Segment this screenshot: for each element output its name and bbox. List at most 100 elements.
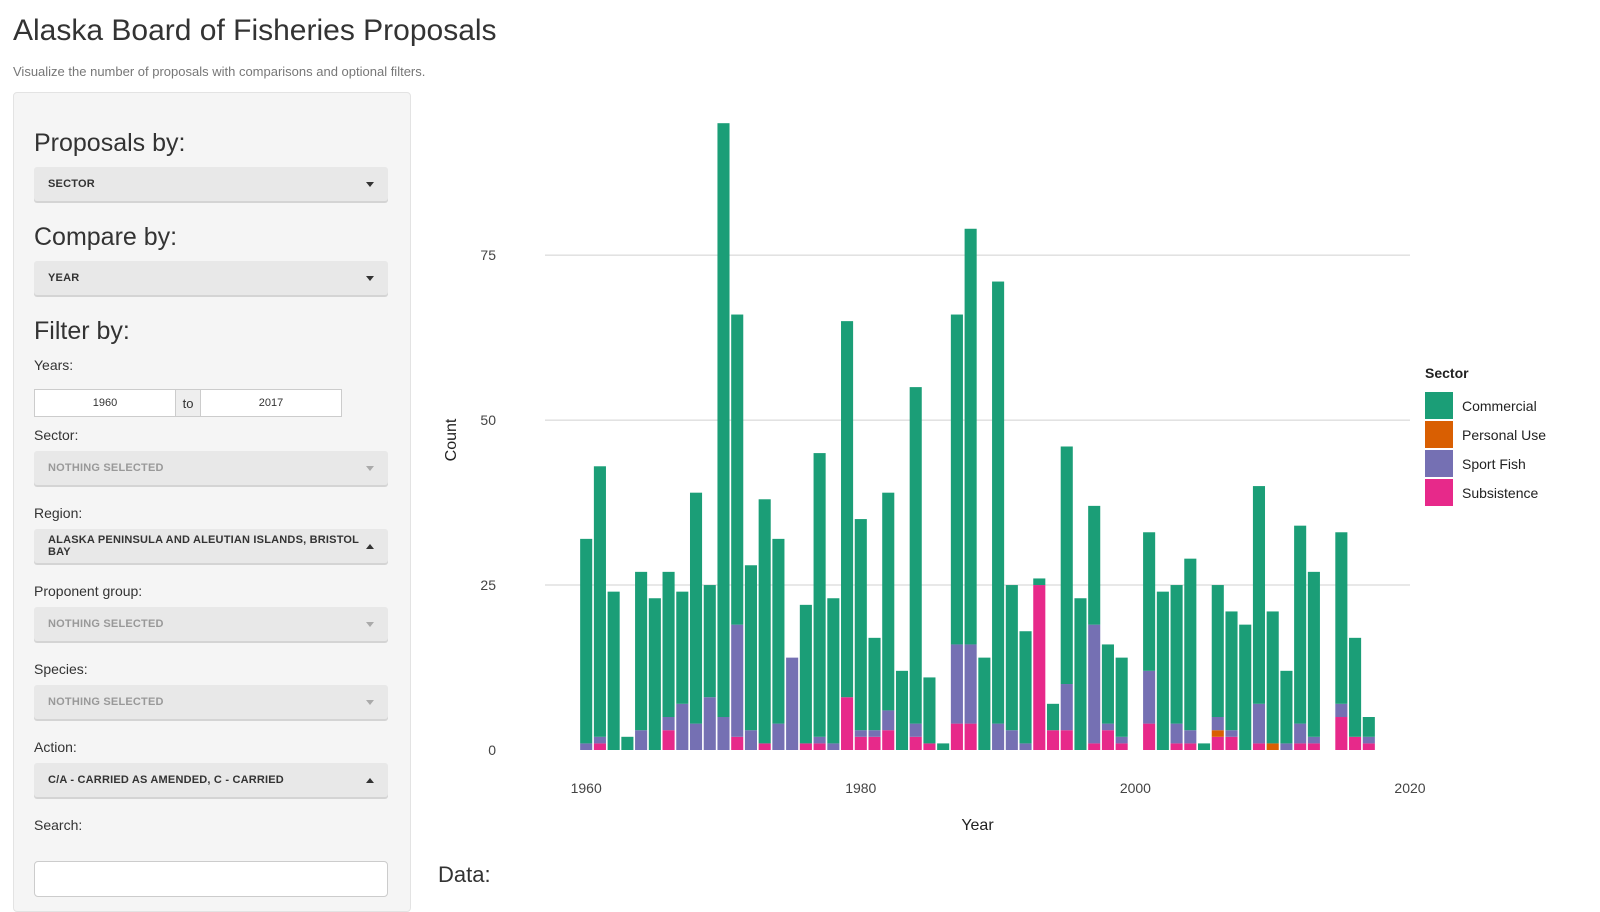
bar-segment-commercial — [964, 228, 977, 645]
bar-segment-commercial — [895, 670, 909, 750]
legend-swatch — [1425, 479, 1453, 506]
region-value: ALASKA PENINSULA AND ALEUTIAN ISLANDS, B… — [48, 534, 359, 558]
bar-segment-commercial — [799, 604, 812, 744]
bar-segment-commercial — [1033, 578, 1046, 586]
bar-segment-commercial — [1294, 525, 1307, 724]
bar-segment-commercial — [882, 492, 895, 711]
region-label: Region: — [34, 505, 83, 521]
sector-label: Sector: — [34, 427, 79, 443]
bar-segment-sport-fish — [827, 743, 840, 750]
bar-segment-commercial — [1349, 637, 1362, 737]
bar-segment-subsistence — [593, 743, 606, 750]
bar-segment-commercial — [703, 585, 716, 698]
bar-segment-subsistence — [923, 743, 936, 750]
bar-segment-sport-fish — [882, 710, 895, 731]
bar-segment-commercial — [854, 519, 867, 731]
legend-swatch — [1425, 421, 1453, 448]
sector-select[interactable]: NOTHING SELECTED — [34, 451, 388, 485]
x-tick-label: 2000 — [1120, 780, 1151, 796]
year-from-input[interactable]: 1960 — [34, 389, 176, 417]
action-select[interactable]: C/A - CARRIED AS AMENDED, C - CARRIED — [34, 763, 388, 797]
bar-segment-sport-fish — [1225, 730, 1238, 737]
bar-segment-commercial — [1198, 743, 1211, 750]
legend-label: Personal Use — [1462, 427, 1546, 443]
bar-segment-commercial — [731, 314, 744, 625]
bar-segment-subsistence — [868, 736, 881, 750]
search-input[interactable] — [34, 861, 388, 897]
bar-segment-commercial — [1074, 598, 1087, 750]
bar-segment-commercial — [648, 598, 661, 750]
x-axis-label: Year — [961, 817, 994, 834]
y-tick-label: 50 — [480, 412, 496, 428]
bar-segment-commercial — [758, 499, 771, 744]
sector-value: NOTHING SELECTED — [48, 462, 164, 474]
y-tick-label: 75 — [480, 247, 496, 263]
proposals-by-heading: Proposals by: — [34, 129, 186, 157]
year-to-input[interactable]: 2017 — [200, 389, 342, 417]
bar-segment-sport-fish — [1101, 723, 1114, 731]
bar-segment-subsistence — [813, 743, 826, 750]
bar-segment-commercial — [1060, 446, 1073, 685]
bar-segment-subsistence — [1088, 743, 1101, 750]
action-label: Action: — [34, 739, 77, 755]
proposals-by-select[interactable]: SECTOR — [34, 167, 388, 201]
bar-segment-personal-use — [1211, 730, 1224, 737]
bar-segment-sport-fish — [1060, 684, 1073, 731]
bar-segment-subsistence — [1060, 730, 1073, 750]
bar-segment-commercial — [950, 314, 963, 645]
bar-segment-subsistence — [1225, 736, 1238, 750]
bar-segment-subsistence — [1349, 736, 1362, 750]
search-label: Search: — [34, 817, 83, 833]
species-value: NOTHING SELECTED — [48, 696, 164, 708]
bar-segment-commercial — [662, 571, 675, 718]
bar-segment-sport-fish — [1362, 736, 1375, 744]
page-title: Alaska Board of Fisheries Proposals — [13, 14, 497, 47]
y-tick-label: 25 — [480, 577, 496, 593]
bar-segment-sport-fish — [950, 644, 963, 724]
bar-segment-personal-use — [1266, 743, 1279, 750]
proponent-group-select[interactable]: NOTHING SELECTED — [34, 607, 388, 641]
years-range: 1960 to 2017 — [34, 389, 342, 417]
bar-segment-subsistence — [841, 697, 854, 750]
bar-segment-subsistence — [1252, 743, 1266, 750]
bar-segment-commercial — [1156, 591, 1169, 750]
filter-by-heading: Filter by: — [34, 317, 130, 345]
chevron-down-icon — [366, 699, 374, 705]
bar-segment-commercial — [1170, 585, 1183, 724]
compare-by-select[interactable]: YEAR — [34, 261, 388, 295]
bar-segment-commercial — [841, 321, 854, 698]
bar-segment-sport-fish — [1184, 730, 1197, 744]
bar-segment-commercial — [1019, 631, 1032, 744]
bar-segment-commercial — [909, 387, 922, 724]
years-label: Years: — [34, 357, 74, 373]
region-select[interactable]: ALASKA PENINSULA AND ALEUTIAN ISLANDS, B… — [34, 529, 388, 563]
species-select[interactable]: NOTHING SELECTED — [34, 685, 388, 719]
bar-segment-sport-fish — [1170, 723, 1183, 744]
x-tick-label: 1980 — [845, 780, 876, 796]
bar-segment-subsistence — [1294, 743, 1307, 750]
legend-label: Sport Fish — [1462, 456, 1526, 472]
chevron-up-icon — [366, 777, 374, 783]
bar-segment-sport-fish — [1019, 743, 1032, 750]
bar-segment-sport-fish — [1280, 743, 1293, 750]
bar-segment-subsistence — [854, 736, 867, 750]
bar-segment-subsistence — [1211, 736, 1224, 750]
data-heading: Data: — [438, 862, 491, 887]
species-label: Species: — [34, 661, 88, 677]
bar-segment-sport-fish — [662, 717, 675, 731]
bar-segment-subsistence — [799, 743, 812, 750]
bar-segment-subsistence — [1101, 730, 1114, 750]
bar-segment-sport-fish — [909, 723, 922, 737]
chevron-down-icon — [366, 275, 374, 281]
bar-segment-sport-fish — [1252, 703, 1266, 744]
bar-segment-commercial — [1184, 558, 1197, 731]
bar-segment-subsistence — [1033, 585, 1046, 750]
proposals-bar-chart: 0 25 50 75 1960 1980 2000 2020 Year Count Sector Co… — [443, 123, 1546, 834]
bar-segment-sport-fish — [1088, 624, 1101, 744]
bar-segment-commercial — [1307, 571, 1320, 737]
bar-segment-subsistence — [909, 736, 922, 750]
bar-segment-subsistence — [1307, 743, 1320, 750]
page-subtitle: Visualize the number of proposals with c… — [13, 64, 426, 79]
bar-segment-commercial — [937, 743, 950, 750]
chevron-down-icon — [366, 621, 374, 627]
